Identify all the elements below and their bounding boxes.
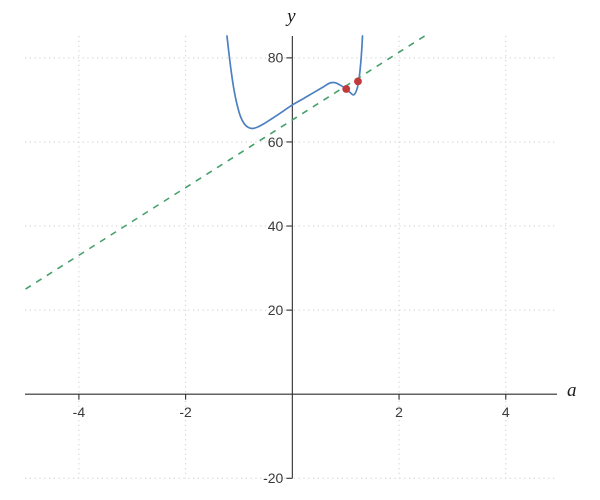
x-tick-label: 4 — [502, 404, 510, 420]
x-tick-label: -4 — [73, 404, 86, 420]
x-tick-label: -2 — [179, 404, 192, 420]
secant-line — [25, 35, 426, 290]
y-tick-label: 80 — [268, 50, 284, 66]
x-axis-label: a — [567, 380, 577, 401]
y-tick-label: 20 — [268, 302, 284, 318]
function-curve — [226, 35, 364, 130]
y-axis-label: y — [285, 6, 296, 27]
data-point — [342, 85, 351, 93]
x-tick-label: 2 — [395, 404, 403, 420]
y-tick-label: -20 — [263, 470, 283, 486]
data-point — [354, 77, 362, 86]
y-tick-label: 40 — [268, 218, 284, 234]
y-tick-label: 60 — [268, 134, 284, 150]
